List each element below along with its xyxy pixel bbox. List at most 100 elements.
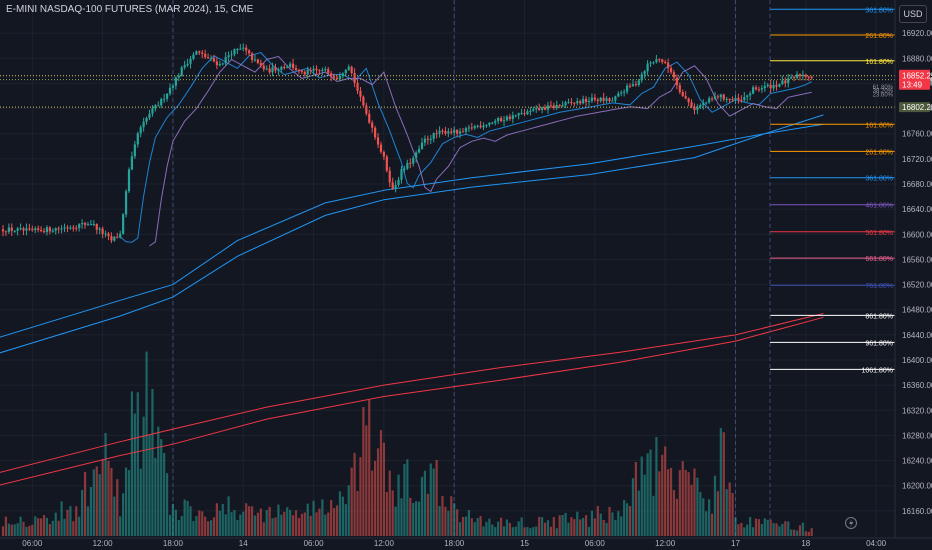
volume-bar [570, 517, 573, 536]
volume-bar [766, 519, 769, 536]
candle-body [242, 47, 245, 49]
volume-bar [678, 470, 681, 536]
price-tick-label: 16240.00 [902, 457, 932, 466]
volume-bar [130, 391, 134, 536]
volume-bar [265, 510, 268, 536]
candle-body [649, 62, 652, 64]
volume-bar [804, 531, 807, 536]
volume-bar [347, 485, 350, 536]
volume-bar [696, 477, 699, 536]
candle-body [766, 84, 769, 87]
volume-bar [628, 505, 632, 536]
candle-body [385, 156, 388, 171]
volume-bar [479, 516, 482, 536]
volume-bar [168, 514, 172, 536]
candle-body [163, 98, 166, 100]
volume-bar [391, 490, 394, 536]
candle-body [757, 89, 761, 91]
candle-body [280, 67, 283, 70]
volume-bar [86, 506, 90, 536]
volume-bar [400, 498, 403, 536]
price-tick-label: 16520.00 [902, 281, 932, 290]
candle-body [66, 227, 69, 229]
time-axis[interactable]: 06:00 12:00 18:00 14 06:00 12:00 18:00 15 06:00 1… [0, 537, 932, 548]
candle-body [34, 228, 37, 231]
volume-bar [798, 525, 802, 536]
candle-body [204, 53, 207, 58]
volume-bar [154, 457, 157, 536]
volume-bar [637, 490, 640, 536]
price-axis[interactable]: 16920.0016880.0016840.0016800.0016760.00… [894, 0, 932, 538]
volume-bar [538, 516, 541, 536]
volume-bar [658, 471, 661, 536]
chart-title: E-MINI NASDAQ-100 FUTURES (MAR 2024), 15… [6, 4, 254, 15]
volume-bar [737, 524, 740, 536]
candle-body [441, 130, 444, 132]
currency-button[interactable]: USD [899, 5, 927, 23]
volume-bar [602, 519, 605, 536]
volume-bar [576, 511, 579, 536]
time-tick-label: 17 [731, 539, 740, 548]
volume-bar [543, 522, 547, 536]
candle-body [248, 50, 251, 54]
volume-bar [807, 531, 810, 536]
candle-body [435, 133, 438, 135]
candle-body [775, 84, 778, 87]
volume-bar [535, 526, 538, 536]
volume-bar [617, 511, 620, 536]
volume-bar [151, 388, 154, 536]
candle-body [438, 130, 441, 134]
time-tick-label: 14 [239, 539, 248, 548]
candle-body [716, 96, 720, 98]
candle-body [48, 227, 51, 232]
candle-body [523, 113, 526, 115]
volume-bar [142, 416, 145, 536]
candle-body [51, 230, 54, 232]
candle-body [784, 80, 787, 84]
volume-bar [447, 510, 450, 536]
candle-body [57, 228, 60, 230]
candle-body [124, 191, 128, 215]
volume-bar [303, 512, 306, 536]
volume-bar [262, 522, 265, 536]
volume-bar [321, 499, 324, 536]
candle-body [4, 231, 8, 233]
candle-body [710, 98, 714, 100]
volume-bar [148, 434, 151, 536]
candle-body [154, 105, 157, 109]
volume-bar [101, 459, 104, 536]
candle-body [171, 85, 175, 88]
volume-bar [722, 432, 725, 536]
volume-bar [781, 523, 784, 536]
candle-body [684, 96, 687, 99]
volume-bar [365, 425, 368, 536]
candle-body [356, 82, 359, 91]
candle-body [92, 224, 95, 226]
candle-body [453, 129, 456, 133]
ma-red-line [0, 316, 824, 486]
candle-body [587, 100, 591, 103]
volume-bar [110, 467, 113, 536]
volume-bar [743, 527, 746, 536]
candle-body [31, 228, 34, 231]
volume-bar [207, 521, 210, 536]
candle-body [807, 76, 810, 78]
price-tick-label: 16440.00 [902, 331, 932, 340]
candle-body [365, 105, 368, 114]
volume-bar [119, 516, 122, 536]
candle-body [268, 68, 271, 73]
volume-bar [494, 527, 497, 536]
candle-body [344, 69, 347, 74]
volume-bars [1, 351, 813, 536]
candle-body [787, 78, 790, 84]
volume-bar [371, 470, 374, 536]
session-breaks [172, 0, 736, 538]
volume-bar [450, 496, 453, 536]
volume-bar [795, 530, 799, 536]
candle-body [491, 122, 494, 124]
candle-body [461, 131, 465, 133]
volume-bar [810, 528, 813, 536]
volume-bar [567, 522, 570, 536]
